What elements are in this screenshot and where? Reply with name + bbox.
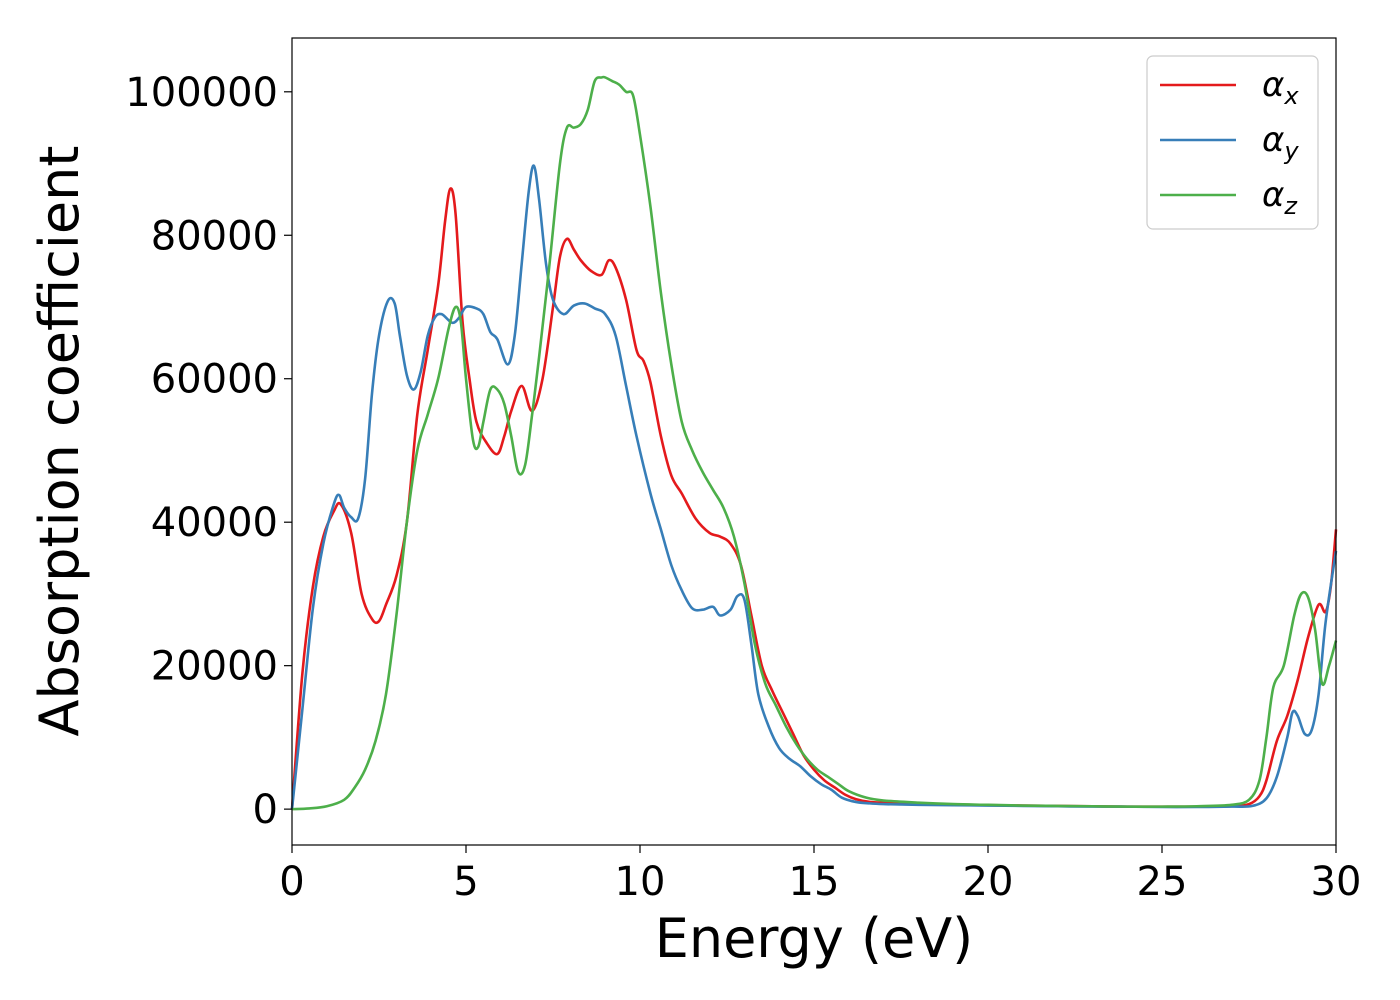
legend-symbol: α	[1262, 175, 1284, 215]
legend-label-y: αy	[1262, 120, 1299, 165]
y-axis-label: Absorption coefficient	[28, 146, 91, 737]
x-tick-label: 30	[1311, 859, 1362, 905]
x-tick-label: 10	[615, 859, 666, 905]
legend-subscript: z	[1283, 192, 1298, 220]
series-line-z	[291, 75, 1338, 811]
x-tick-label: 25	[1137, 859, 1188, 905]
legend-label-x: αx	[1262, 65, 1299, 110]
x-tick-label: 0	[279, 859, 304, 905]
x-axis-label: Energy (eV)	[655, 907, 974, 970]
legend-label-z: αz	[1262, 175, 1298, 220]
y-tick-label: 80000	[151, 213, 278, 259]
y-tick-label: 20000	[151, 644, 278, 690]
series-layer	[290, 75, 1338, 811]
y-tick-label: 0	[253, 787, 278, 833]
y-tick-label: 40000	[151, 500, 278, 546]
y-axis: 0 20000 40000 60000 80000 100000	[125, 70, 292, 833]
x-axis: 0 5 10 15 20 25 30	[279, 845, 1361, 905]
legend-subscript: x	[1283, 82, 1299, 110]
x-tick-label: 20	[963, 859, 1014, 905]
legend-subscript: y	[1283, 137, 1299, 165]
y-tick-label: 60000	[151, 357, 278, 403]
legend-symbol: α	[1262, 65, 1284, 105]
legend-box	[1146, 55, 1319, 230]
x-tick-label: 15	[789, 859, 840, 905]
y-tick-label: 100000	[125, 70, 278, 116]
x-tick-label: 5	[453, 859, 478, 905]
legend-symbol: α	[1262, 120, 1284, 160]
